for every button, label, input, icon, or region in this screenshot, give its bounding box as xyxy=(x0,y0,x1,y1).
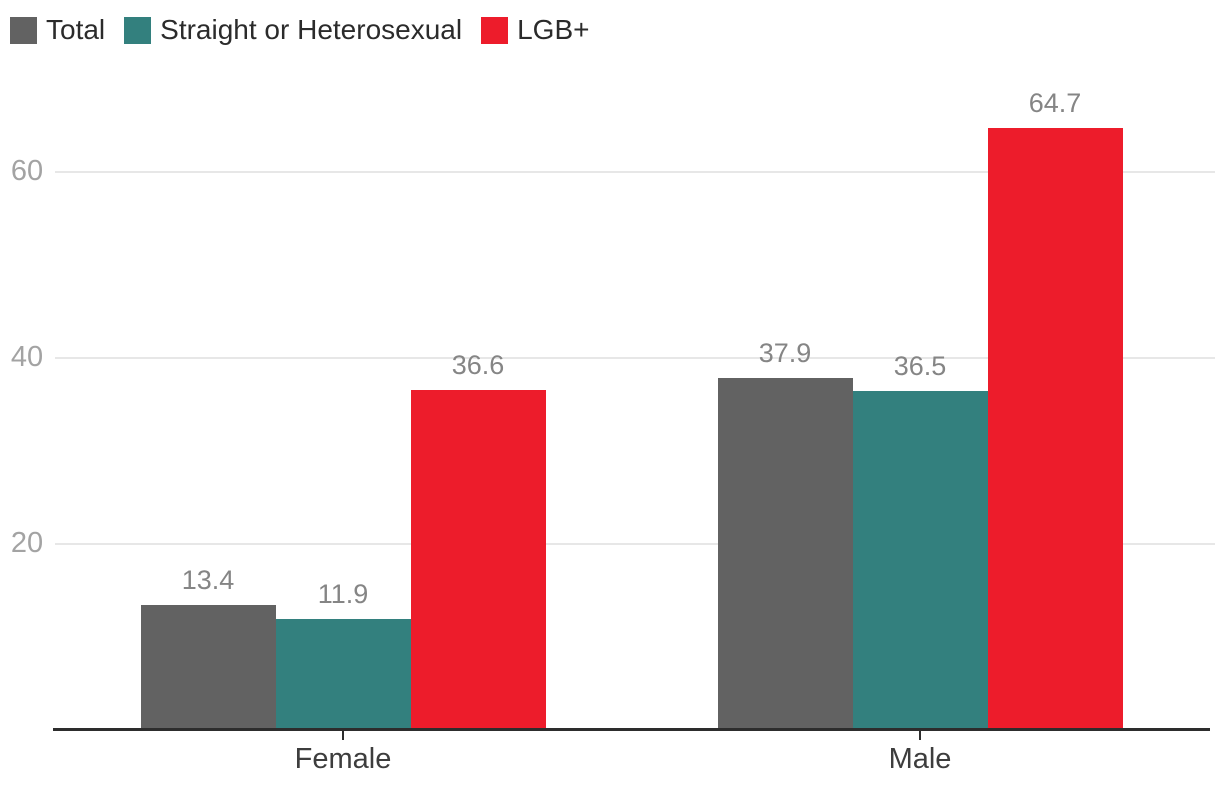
category-label-male: Male xyxy=(888,743,952,775)
legend-label: LGB+ xyxy=(517,14,590,45)
x-axis-tick xyxy=(919,731,921,740)
bar-value-label: 64.7 xyxy=(1028,88,1082,119)
x-axis-tick xyxy=(342,731,344,740)
bar-value-label: 13.4 xyxy=(181,565,235,596)
legend-label: Total xyxy=(46,14,106,45)
legend-item-lgb-: LGB+ xyxy=(481,16,589,44)
legend-swatch-icon xyxy=(10,16,37,44)
legend-label: Straight or Heterosexual xyxy=(160,14,463,45)
bar-value-label: 37.9 xyxy=(758,337,812,368)
bar-straight-or-heterosexual-male xyxy=(852,390,988,730)
x-axis-line xyxy=(53,728,1210,731)
bar-total-female xyxy=(140,605,276,730)
category-label-female: Female xyxy=(294,743,392,775)
y-axis-tick-label: 20 xyxy=(10,527,44,559)
bar-lgb--male xyxy=(987,128,1123,730)
bar-value-label: 36.5 xyxy=(893,350,947,381)
bar-lgb--female xyxy=(410,389,546,730)
gridline-60 xyxy=(55,171,1215,173)
legend-swatch-icon xyxy=(481,16,509,44)
y-axis-tick-label: 60 xyxy=(10,155,44,187)
gridline-20 xyxy=(55,543,1215,545)
legend-item-straight-or-heterosexual: Straight or Heterosexual xyxy=(124,16,462,44)
chart-legend: Total Straight or Heterosexual LGB+ xyxy=(10,16,608,44)
y-axis-tick-label: 40 xyxy=(10,341,44,373)
bar-total-male xyxy=(717,377,853,730)
legend-item-total: Total xyxy=(10,16,105,44)
gridline-40 xyxy=(55,357,1215,359)
bar-value-label: 11.9 xyxy=(317,579,369,610)
bar-straight-or-heterosexual-female xyxy=(275,619,411,730)
bar-value-label: 36.6 xyxy=(451,349,505,380)
legend-swatch-icon xyxy=(124,16,152,44)
